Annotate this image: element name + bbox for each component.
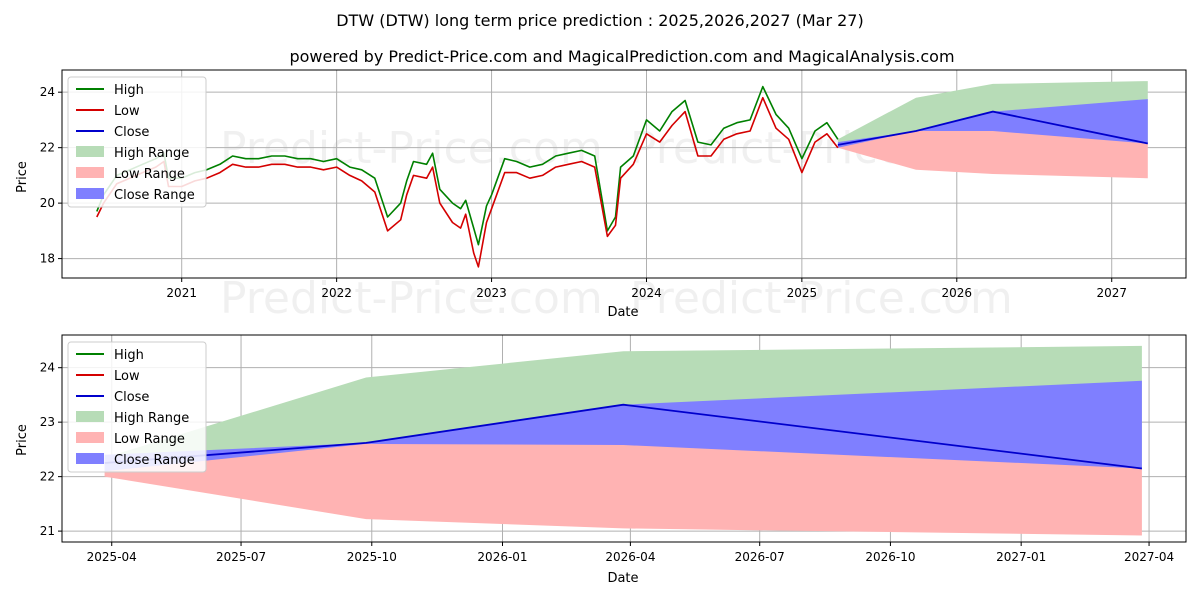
top-y-tick-label: 18 xyxy=(40,252,55,266)
top-legend-close-range-swatch xyxy=(76,188,104,199)
top-plot-frame xyxy=(61,69,1187,279)
bottom-panel: Predict-Price.com Predict-Price.com 2122… xyxy=(15,334,1187,586)
chart-title: DTW (DTW) long term price prediction : 2… xyxy=(336,11,863,30)
top-y-axis-label: Price xyxy=(15,161,30,193)
top-legend-low-label: Low xyxy=(114,104,140,119)
bottom-price-lines xyxy=(104,403,1143,470)
top-legend-high-range-label: High Range xyxy=(114,146,189,161)
bottom-axis-ticks: 21 22 23 24 2025-04 2025-07 2025-10 2026-01 2026… xyxy=(40,361,1174,564)
top-low-line xyxy=(96,96,839,268)
top-x-tick-label: 2027 xyxy=(1096,286,1127,300)
top-x-tick-label: 2026 xyxy=(942,286,973,300)
bot-y-tick-label: 24 xyxy=(40,361,55,375)
chart-subtitle: powered by Predict-Price.com and Magical… xyxy=(289,47,954,66)
top-y-tick-label: 22 xyxy=(40,141,55,155)
top-legend-low-range-label: Low Range xyxy=(114,167,185,182)
bottom-x-axis-label: Date xyxy=(607,571,638,586)
bottom-legend: High Low Close High Range Low Range Clos… xyxy=(67,341,207,473)
bottom-plot-frame xyxy=(61,334,1187,543)
bottom-legend-low-label: Low xyxy=(114,369,140,384)
top-y-tick-label: 24 xyxy=(40,85,55,99)
bottom-legend-high-range-label: High Range xyxy=(114,411,189,426)
top-high-line xyxy=(96,85,839,246)
top-high-range-area xyxy=(837,81,1148,145)
top-x-tick-label: 2023 xyxy=(476,286,507,300)
bottom-legend-close-range-swatch xyxy=(76,453,104,464)
top-watermark-4: Predict-Price.com xyxy=(630,273,1013,324)
bottom-legend-close-range-label: Close Range xyxy=(114,453,195,468)
bot-y-tick-label: 23 xyxy=(40,415,55,429)
top-x-axis-label: Date xyxy=(607,305,638,320)
bot-close-line xyxy=(104,403,1143,470)
top-legend-high-range-swatch xyxy=(76,146,104,157)
top-panel: Predict-Price.com Predict-Price.com Pred… xyxy=(15,69,1187,324)
top-x-tick-label: 2022 xyxy=(321,286,352,300)
bottom-legend-close-label: Close xyxy=(114,390,149,405)
bot-x-tick-label: 2026-07 xyxy=(735,550,785,564)
top-legend-high-label: High xyxy=(114,83,144,98)
bot-x-tick-label: 2027-04 xyxy=(1124,550,1174,564)
top-x-tick-label: 2024 xyxy=(631,286,662,300)
top-legend: High Low Close High Range Low Range Clos… xyxy=(67,76,207,208)
bot-x-tick-label: 2025-04 xyxy=(87,550,137,564)
top-legend-low-range-swatch xyxy=(76,167,104,178)
top-close-range-area xyxy=(837,99,1148,148)
top-legend-close-range-label: Close Range xyxy=(114,188,195,203)
bot-x-tick-label: 2025-10 xyxy=(347,550,397,564)
top-legend-close-label: Close xyxy=(114,125,149,140)
bot-x-tick-label: 2026-04 xyxy=(605,550,655,564)
top-x-tick-label: 2025 xyxy=(787,286,818,300)
bot-x-tick-label: 2025-07 xyxy=(216,550,266,564)
top-watermark-3: Predict-Price.com xyxy=(220,273,603,324)
bottom-forecast-areas xyxy=(104,345,1142,536)
bottom-legend-low-range-swatch xyxy=(76,432,104,443)
top-x-tick-label: 2021 xyxy=(166,286,197,300)
bot-y-tick-label: 22 xyxy=(40,470,55,484)
bottom-y-axis-label: Price xyxy=(15,424,30,456)
bot-x-tick-label: 2026-01 xyxy=(477,550,527,564)
top-close-line xyxy=(837,110,1148,146)
bot-close-range-area xyxy=(104,380,1142,472)
bot-x-tick-label: 2026-10 xyxy=(865,550,915,564)
bottom-legend-high-range-swatch xyxy=(76,411,104,422)
bot-high-range-area xyxy=(104,345,1142,469)
top-price-lines xyxy=(96,85,1148,268)
bottom-legend-low-range-label: Low Range xyxy=(114,432,185,447)
top-y-tick-label: 20 xyxy=(40,196,55,210)
bottom-legend-high-label: High xyxy=(114,348,144,363)
bot-y-tick-label: 21 xyxy=(40,524,55,538)
bot-x-tick-label: 2027-01 xyxy=(996,550,1046,564)
